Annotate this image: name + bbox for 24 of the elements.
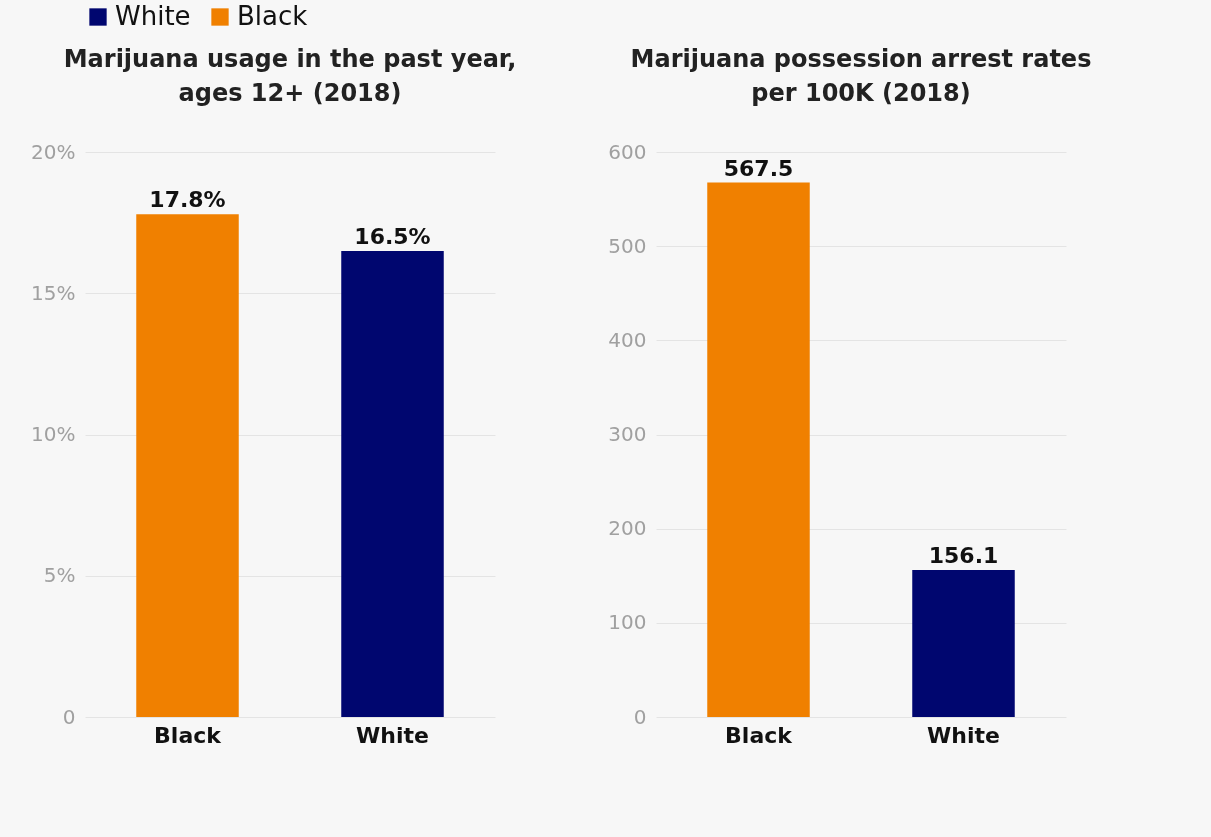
data-label: 156.1 xyxy=(928,543,999,569)
chart-title: Marijuana usage in the past year, ages 12+ (2018) xyxy=(63,45,517,107)
data-label: 567.5 xyxy=(723,155,794,181)
y-tick-label: 5% xyxy=(43,563,76,588)
data-label: 16.5% xyxy=(354,223,431,249)
x-tick-label: White xyxy=(356,722,429,748)
y-tick-label: 400 xyxy=(608,327,647,352)
x-tick-label: White xyxy=(927,722,1000,748)
y-tick-label: 0 xyxy=(633,704,647,729)
legend-label: Black xyxy=(237,1,308,31)
y-tick-label: 0 xyxy=(62,704,76,729)
y-tick-label: 500 xyxy=(608,233,647,258)
chart-title: Marijuana possession arrest rates per 100K (2018) xyxy=(630,45,1092,107)
y-tick-label: 300 xyxy=(608,422,647,446)
y-tick-label: 15% xyxy=(31,280,76,305)
y-tick-label: 10% xyxy=(31,422,76,446)
x-tick-label: Black xyxy=(154,722,223,748)
legend-label: White xyxy=(115,1,191,31)
y-tick-label: 200 xyxy=(608,516,647,541)
y-tick-label: 20% xyxy=(31,139,76,164)
x-tick-label: Black xyxy=(725,722,794,748)
y-tick-label: 100 xyxy=(608,610,647,635)
y-tick-label: 600 xyxy=(608,139,647,164)
data-label: 17.8% xyxy=(149,187,226,213)
